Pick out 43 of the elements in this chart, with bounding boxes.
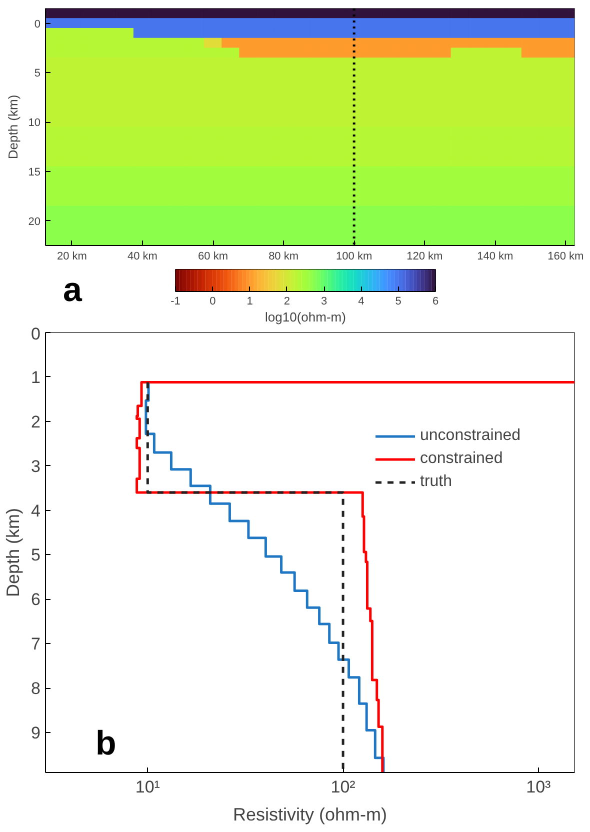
annotation: b	[96, 724, 116, 762]
color-bar-title: log10(ohm-m)	[265, 310, 346, 324]
x-axis-title: Resistivity (ohm-m)	[233, 804, 388, 824]
y-tick-label: 15	[28, 166, 41, 178]
y-tick-label: 9	[31, 724, 41, 742]
color-bar-label: 2	[284, 296, 290, 308]
text: a	[63, 270, 82, 310]
x-tick-label: 20 km	[56, 250, 87, 262]
x-tick-label: 140 km	[477, 250, 514, 262]
y-tick-label: 3	[31, 456, 41, 476]
x-tick-label: 160 km	[548, 250, 584, 262]
y-tick-label: 2	[31, 412, 41, 432]
y-tick-label: 0	[34, 18, 41, 30]
color-bar-label: 3	[321, 296, 328, 308]
legend-label: truth	[420, 473, 452, 491]
x-tick-label: 60 km	[198, 250, 228, 262]
y-tick-label: 1	[31, 368, 41, 387]
color-bar-label: -1	[170, 296, 180, 308]
color-bar-label: 0	[210, 296, 216, 308]
y-tick-label: 5	[34, 68, 41, 80]
y-tick-label: 6	[31, 590, 41, 610]
color-bar-label: 4	[358, 296, 364, 308]
y-tick-label: 0	[31, 324, 41, 344]
legend-label: constrained	[420, 450, 503, 468]
color-bar-label: 5	[395, 296, 402, 308]
y-tick-label: 10	[28, 117, 41, 130]
x-tick-label: 10¹	[135, 778, 160, 796]
legend-label: unconstrained	[420, 427, 521, 445]
x-tick-label: 100 km	[336, 250, 372, 262]
y-axis-title: Depth (km)	[3, 508, 24, 598]
x-tick-label: 40 km	[128, 250, 158, 262]
x-tick-label: 80 km	[268, 250, 299, 262]
x-tick-label: 10³	[526, 778, 552, 796]
y-tick-label: 5	[31, 546, 41, 565]
y-axis-title: Depth (km)	[5, 94, 20, 160]
color-bar-label: 6	[432, 296, 439, 308]
color-bar-label: 1	[246, 296, 253, 308]
x-tick-label: 10²	[330, 778, 356, 796]
y-tick-label: 20	[28, 216, 41, 228]
y-tick-label: 8	[31, 679, 41, 698]
x-tick-label: 120 km	[406, 250, 443, 262]
y-tick-label: 7	[31, 634, 41, 654]
y-tick-label: 4	[31, 501, 41, 520]
